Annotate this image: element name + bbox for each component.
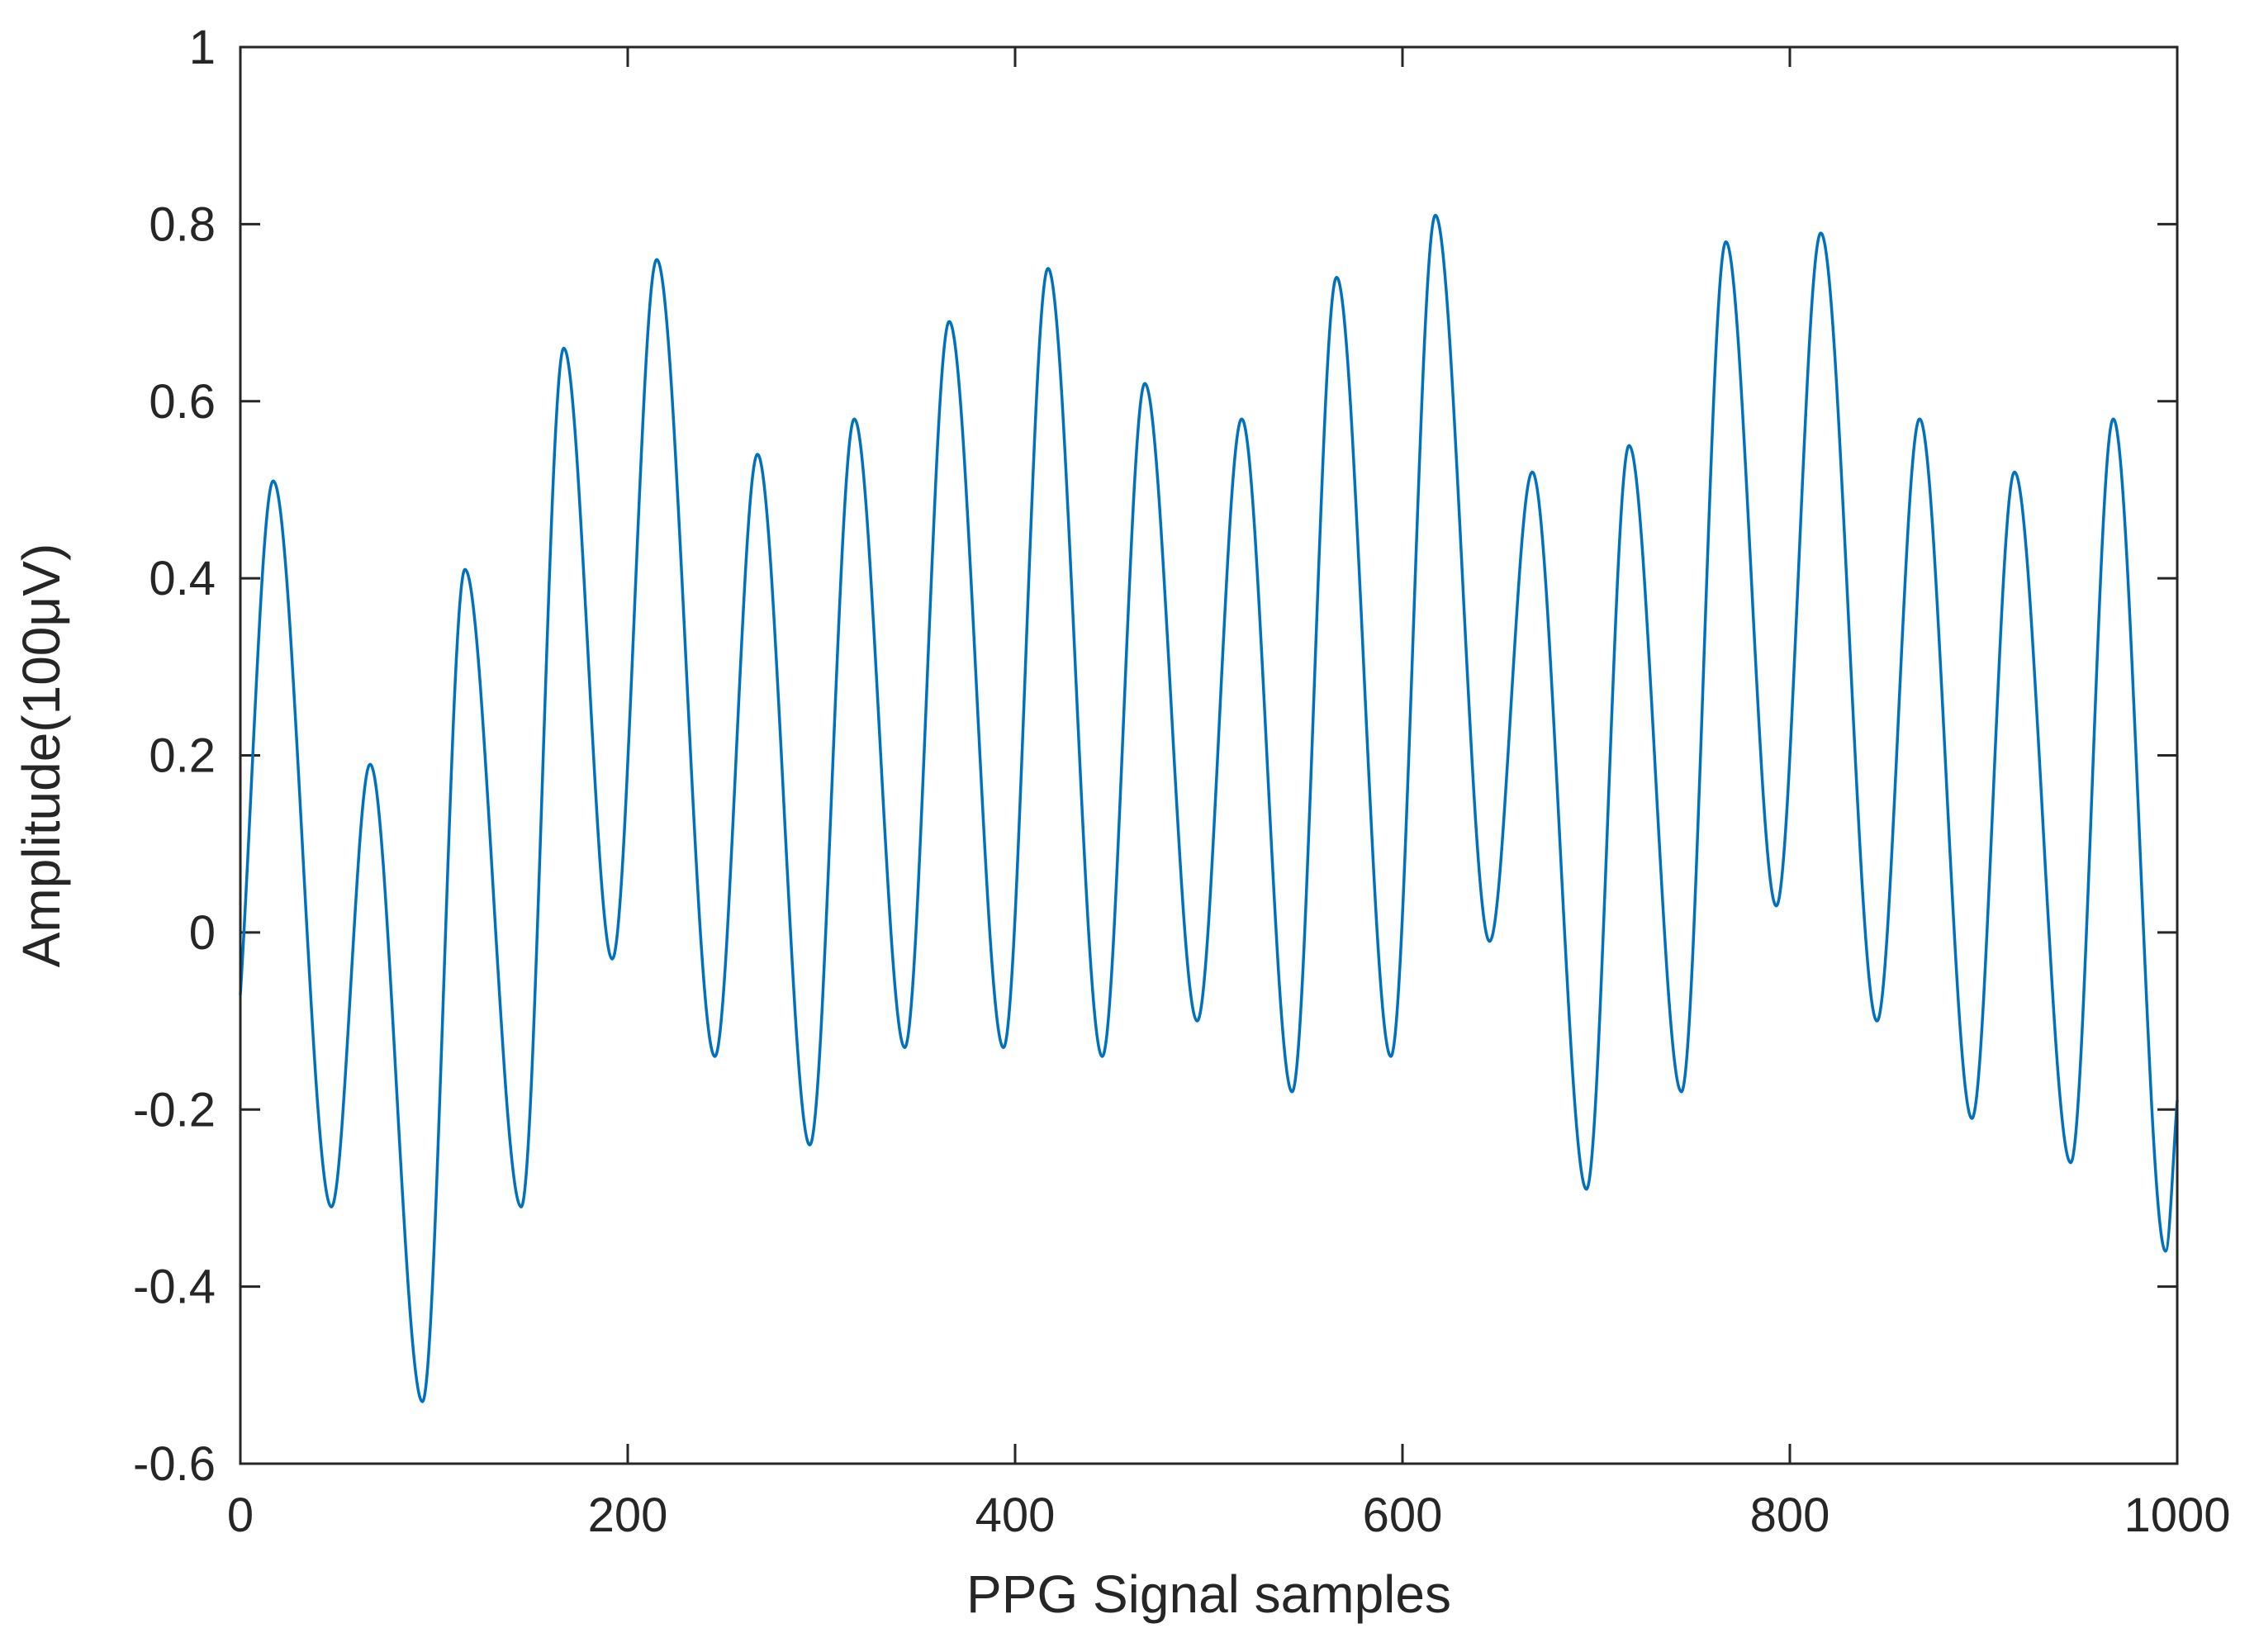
x-tick-label: 1000 bbox=[2124, 1488, 2230, 1542]
y-tick-label: -0.4 bbox=[133, 1260, 216, 1314]
series-line bbox=[239, 213, 2179, 1403]
y-tick-label: -0.2 bbox=[133, 1083, 216, 1137]
x-tick-label: 800 bbox=[1750, 1488, 1830, 1542]
x-tick-label: 0 bbox=[227, 1488, 254, 1542]
x-tick-labels: 0 200 400 600 800 1000 bbox=[227, 1488, 2231, 1542]
plot-area bbox=[240, 47, 2177, 1464]
y-tick-label: 0.4 bbox=[149, 552, 216, 605]
y-tick-label: 0.6 bbox=[149, 375, 216, 429]
y-tick-label: 0.8 bbox=[149, 197, 216, 251]
x-tick-label: 400 bbox=[975, 1488, 1056, 1542]
y-tick-labels: -0.6 -0.4 -0.2 0 0.2 0.4 0.6 0.8 1 bbox=[133, 21, 216, 1491]
x-tick-label: 200 bbox=[588, 1488, 668, 1542]
x-tick-label: 600 bbox=[1363, 1488, 1443, 1542]
y-tick-label: 0.2 bbox=[149, 729, 216, 783]
y-tick-label: 0 bbox=[189, 906, 216, 960]
y-tick-label: -0.6 bbox=[133, 1437, 216, 1491]
axes-box bbox=[239, 45, 2179, 1465]
x-axis-title: PPG Signal samples bbox=[966, 1564, 1451, 1624]
y-axis-title: Amplitude(100μV) bbox=[12, 544, 71, 968]
y-tick-label: 1 bbox=[189, 21, 216, 74]
